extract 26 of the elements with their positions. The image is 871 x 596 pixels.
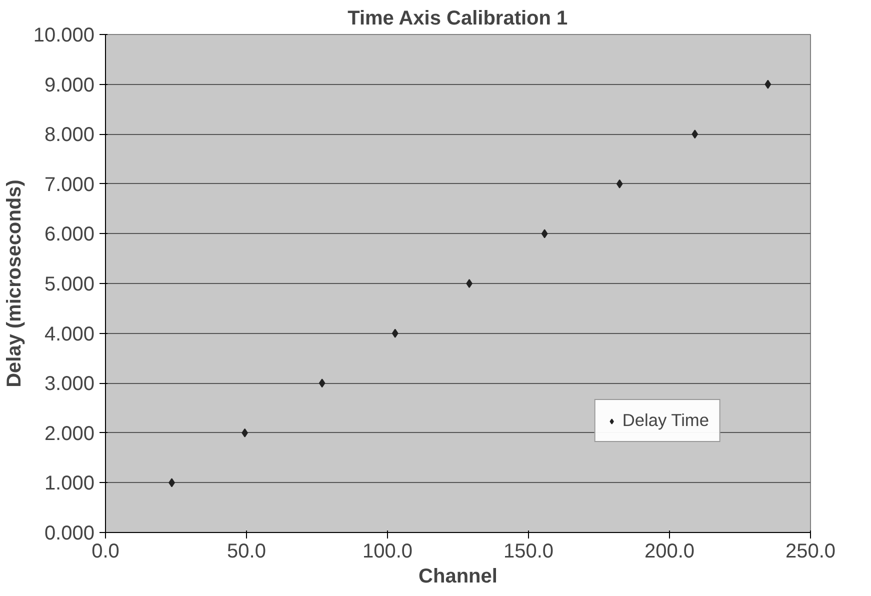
y-axis-title: Delay (microseconds) (3, 180, 26, 388)
x-tick-label: 250.0 (785, 540, 836, 562)
legend-label: Delay Time (622, 410, 709, 431)
y-tick-label: 7.000 (44, 174, 95, 196)
y-tick-label: 10.000 (33, 24, 94, 46)
point (392, 328, 398, 338)
x-tick-label: 100.0 (362, 540, 413, 562)
point (466, 279, 472, 288)
y-tick-label: 3.000 (44, 373, 95, 396)
y-tick-label: 2.000 (44, 422, 95, 445)
point (764, 80, 772, 89)
x-tick-label: 200.0 (644, 540, 695, 562)
y-tick-label: 4.000 (44, 323, 95, 346)
y-tick-label: 1.000 (44, 472, 95, 495)
point (616, 179, 623, 188)
x-axis-title: Channel (418, 566, 498, 588)
x-tick-label: 50.0 (227, 540, 266, 562)
point (318, 378, 326, 388)
chart-title: Time Axis Calibration 1 (348, 8, 568, 30)
y-tick-label: 8.000 (44, 124, 95, 146)
y-tick-label: 5.000 (44, 274, 95, 296)
y-tick-label: 9.000 (44, 74, 95, 96)
y-tick-label: 6.000 (44, 224, 95, 246)
point (692, 130, 698, 139)
point (541, 229, 548, 238)
x-tick-label: 150.0 (503, 540, 554, 562)
